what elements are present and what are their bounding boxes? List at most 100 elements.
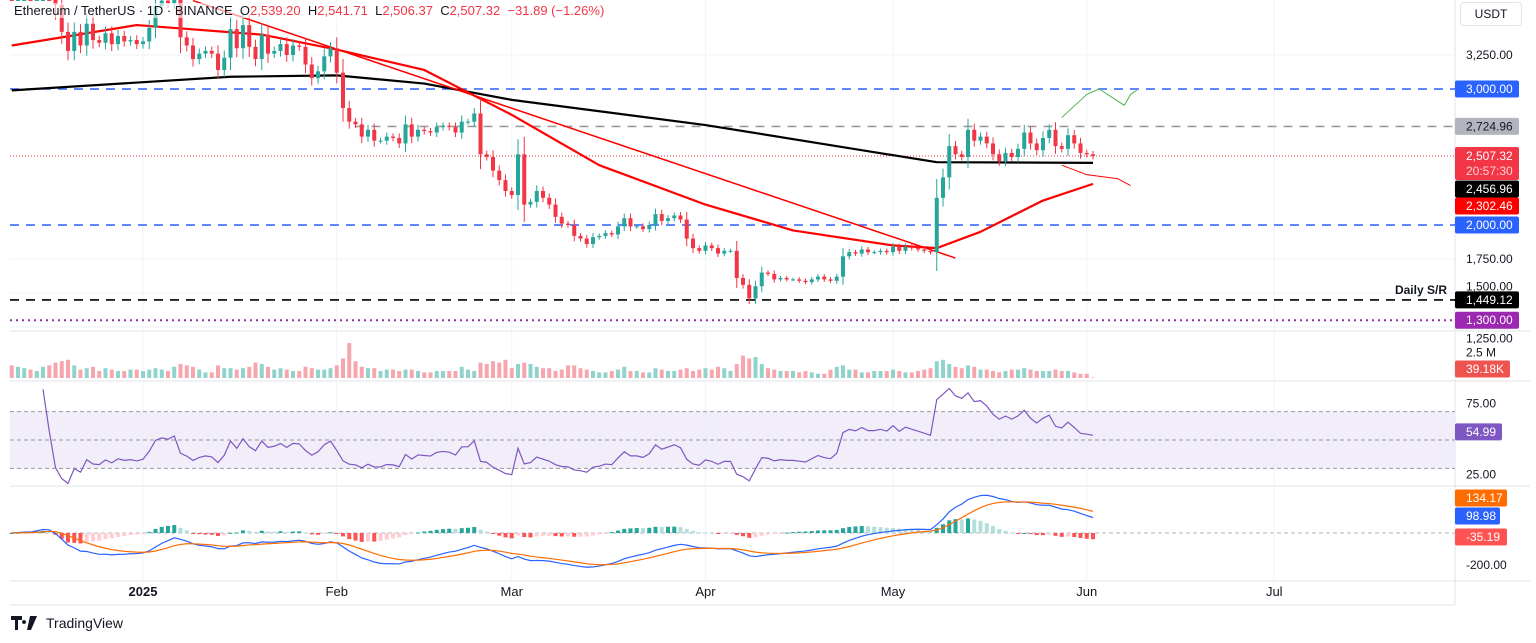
candle-body xyxy=(784,278,789,280)
macd-histogram-bar xyxy=(341,533,345,537)
volume-bar xyxy=(772,369,777,378)
volume-bar xyxy=(1084,373,1089,378)
volume-bar xyxy=(503,359,508,378)
candle-body xyxy=(603,233,608,236)
candle-body xyxy=(809,279,814,283)
candle-body xyxy=(409,124,414,137)
candle-body xyxy=(834,276,839,281)
macd-histogram-bar xyxy=(809,531,814,533)
volume-bar xyxy=(403,369,408,378)
volume-bar xyxy=(147,369,152,378)
candle-body xyxy=(541,191,545,198)
volume-bar xyxy=(684,368,689,378)
axis-badge xyxy=(1455,117,1519,135)
candle-body xyxy=(1041,137,1045,151)
volume-bar xyxy=(1016,369,1020,378)
candle-body xyxy=(28,0,33,1)
axis-badge xyxy=(1455,311,1519,329)
candle-body xyxy=(953,146,958,155)
macd-histogram-bar xyxy=(428,530,433,533)
macd-histogram-bar xyxy=(1072,533,1077,538)
volume-bar xyxy=(528,364,533,378)
volume-bar xyxy=(272,369,277,378)
candle-body xyxy=(459,121,464,133)
candle-body xyxy=(1084,152,1089,155)
candle-body xyxy=(347,108,352,122)
candle-body xyxy=(1016,148,1020,157)
macd-histogram-bar xyxy=(322,533,327,534)
volume-bar xyxy=(222,368,227,378)
candle-body xyxy=(1034,143,1039,151)
candle-body xyxy=(959,154,964,157)
macd-histogram-bar xyxy=(1003,530,1008,533)
currency-unit-button[interactable]: USDT xyxy=(1460,2,1522,26)
candle-body xyxy=(503,180,508,191)
volume-bar xyxy=(216,365,220,378)
close-value: 2,507.32 xyxy=(449,3,501,18)
axis-badge xyxy=(1455,291,1519,309)
macd-histogram-bar xyxy=(1022,532,1027,534)
candle-body xyxy=(1028,132,1033,144)
macd-histogram-bar xyxy=(159,526,164,533)
volume-bar xyxy=(597,372,602,378)
volume-bar xyxy=(866,372,870,378)
macd-histogram-bar xyxy=(103,533,108,539)
macd-histogram-bar xyxy=(828,530,833,533)
macd-histogram-bar xyxy=(491,533,495,534)
macd-histogram-bar xyxy=(1009,532,1014,534)
macd-histogram-bar xyxy=(697,532,702,534)
volume-bar xyxy=(872,371,877,378)
macd-histogram-bar xyxy=(972,519,977,533)
axis-badge xyxy=(1455,489,1507,507)
volume-bar xyxy=(578,368,583,378)
candle-body xyxy=(253,46,258,60)
macd-histogram-bar xyxy=(841,528,845,533)
symbol-title[interactable]: Ethereum / TetherUS · 1D · BINANCE xyxy=(14,3,233,18)
moving-averages xyxy=(11,0,1138,259)
candle-body xyxy=(553,204,558,217)
macd-histogram-bar xyxy=(716,533,720,534)
macd-histogram-bar xyxy=(753,533,758,538)
volume-bar xyxy=(391,369,395,378)
axis-badge-label: 3,000.00 xyxy=(1466,82,1513,96)
ma200-line xyxy=(11,74,1094,164)
volume-bar xyxy=(341,358,345,378)
macd-histogram-bar xyxy=(628,528,633,533)
macd-histogram-bar xyxy=(616,530,620,533)
macd-histogram-bar xyxy=(684,528,689,533)
candle-body xyxy=(166,0,170,4)
candle-body xyxy=(666,218,670,221)
volume-bar xyxy=(1041,371,1045,378)
volume-bar xyxy=(16,366,20,378)
macd-histogram-bar xyxy=(228,532,233,534)
macd-histogram-bar xyxy=(1078,533,1083,539)
price-axis[interactable]: 3,000.00 2,724.96 2,000.00 1,449.12 1,300.00… xyxy=(1455,48,1519,572)
macd-histogram-bar xyxy=(941,524,945,533)
axis-badge xyxy=(1455,360,1510,378)
volume-bar xyxy=(209,372,214,378)
macd-histogram-bar xyxy=(578,533,583,537)
candle-body xyxy=(1078,143,1083,153)
candle-body xyxy=(222,57,227,70)
candle-body xyxy=(147,27,152,42)
candle-body xyxy=(984,136,989,144)
volume-bar xyxy=(953,366,958,378)
macd-histogram-bar xyxy=(853,526,858,533)
macd-histogram-bar xyxy=(866,526,870,533)
volume-bar xyxy=(28,369,33,378)
candle-body xyxy=(322,56,327,72)
volume-bar xyxy=(228,368,233,378)
brand-name: TradingView xyxy=(46,615,124,631)
macd-histogram-bar xyxy=(416,532,420,534)
time-axis[interactable]: 2025 Feb Mar Apr May Jun Jul xyxy=(129,584,1283,599)
time-tick-label: May xyxy=(881,584,906,599)
tradingview-logo-icon xyxy=(11,616,37,630)
macd-histogram-bar xyxy=(709,532,714,534)
volume-bar xyxy=(41,366,45,378)
candle-body xyxy=(691,238,695,249)
macd-histogram-bar xyxy=(909,529,914,533)
volume-bar xyxy=(516,364,520,378)
tradingview-logo[interactable]: TradingView xyxy=(11,615,123,631)
price-levels: Daily S/R xyxy=(10,88,1455,322)
